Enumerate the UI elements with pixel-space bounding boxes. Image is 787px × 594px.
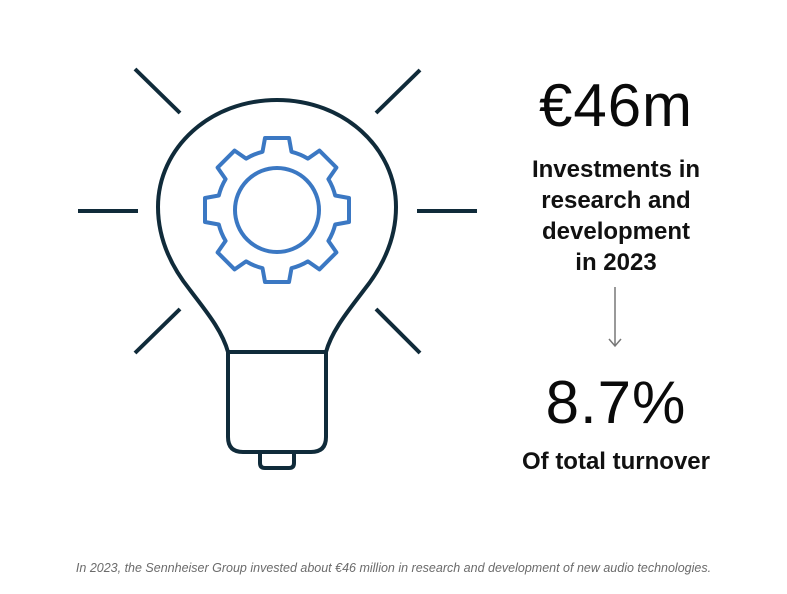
investment-value: €46m	[538, 72, 694, 139]
lightbulb-gear-icon	[78, 67, 477, 470]
footnote-caption: In 2023, the Sennheiser Group invested a…	[75, 561, 712, 575]
investment-desc-line: development	[541, 218, 691, 245]
investment-desc-line: research and	[541, 187, 691, 214]
investment-desc-line: in 2023	[575, 249, 657, 276]
bulb-outline	[156, 98, 398, 470]
turnover-description: Of total turnover	[521, 448, 710, 475]
investment-stat: €46m Investments in research and develop…	[500, 76, 732, 278]
investment-description: Investments in research and development …	[500, 154, 732, 278]
gear-icon	[203, 136, 351, 284]
arrow-down-icon	[608, 287, 622, 348]
light-rays	[78, 67, 477, 355]
turnover-value: 8.7%	[545, 369, 687, 436]
investment-desc-line: Investments in	[531, 156, 701, 183]
turnover-stat: 8.7% Of total turnover	[500, 373, 732, 477]
